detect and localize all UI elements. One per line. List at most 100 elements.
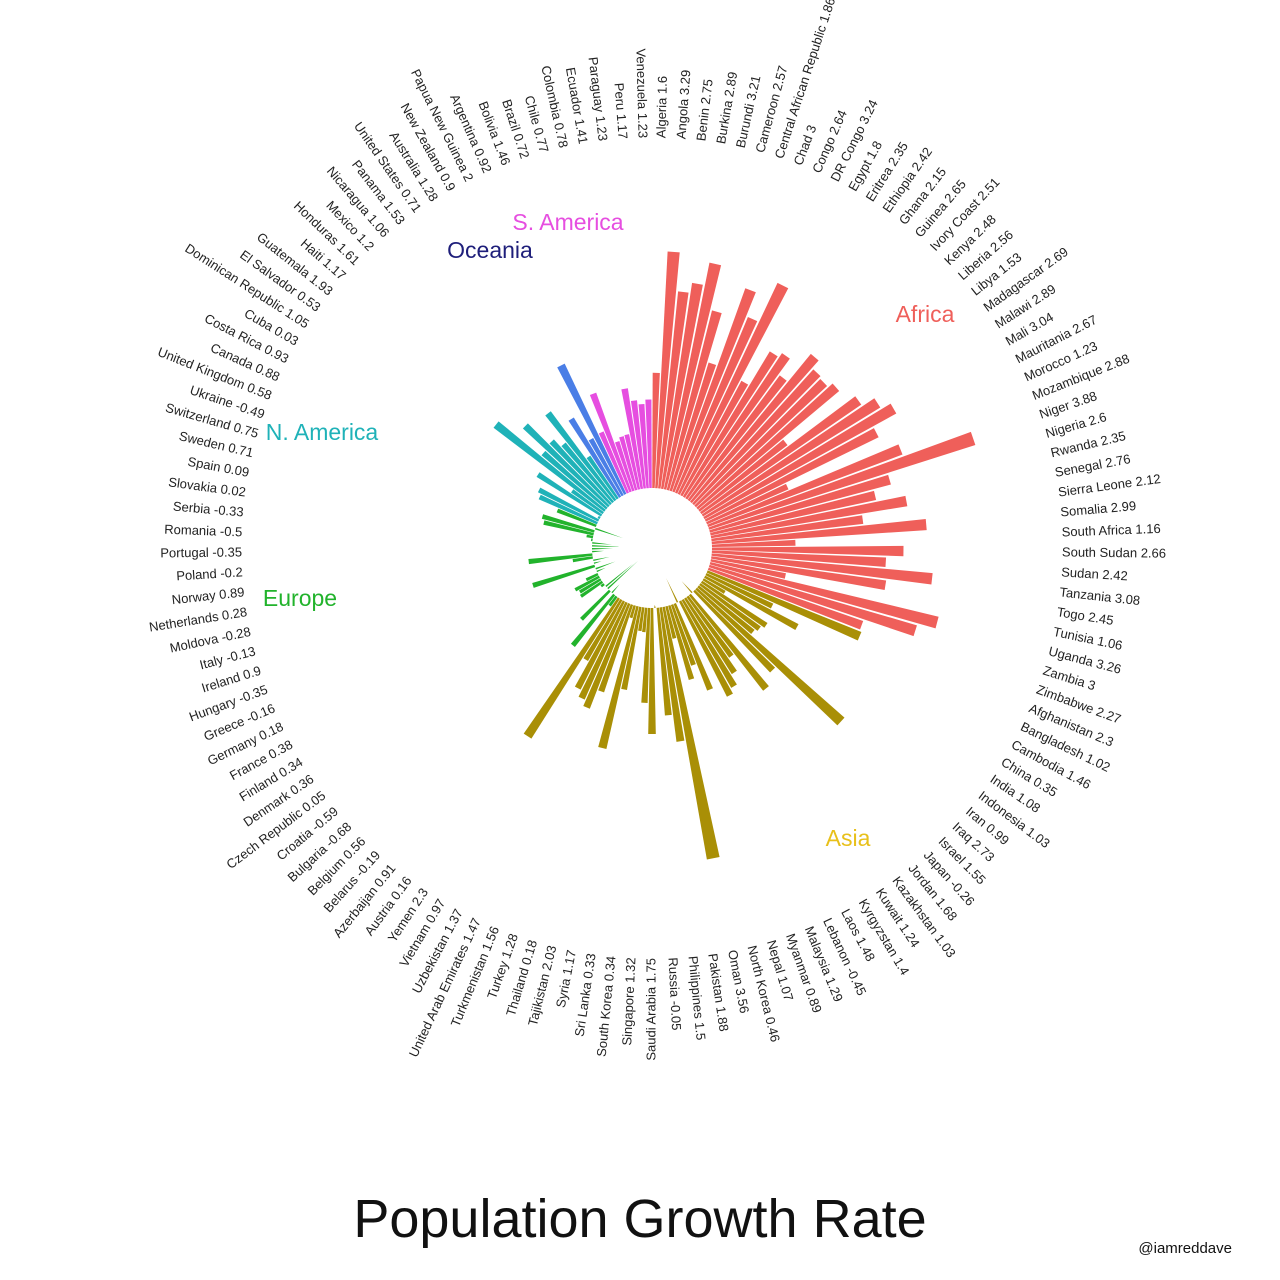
bar-venezuela-1-23 [645, 399, 652, 489]
bar-poland-0-2 [592, 550, 605, 553]
bar-ukraine-0-49 [594, 527, 624, 539]
bar-spain-0-09 [586, 534, 594, 539]
bar-el-salvador-0-53 [571, 489, 604, 515]
bar-south-sudan-2-66 [711, 545, 904, 557]
bar-south-korea-0-34 [642, 607, 648, 633]
bar-brazil-0-72 [615, 441, 635, 492]
group-label-europe: Europe [263, 585, 337, 611]
bar-serbia-0-33 [592, 542, 612, 545]
bar-united-states-0-71 [586, 455, 619, 500]
bar-czech-republic-0-05 [600, 583, 605, 588]
bar-croatia-0-59 [605, 563, 634, 587]
group-label-asia: Asia [826, 825, 871, 851]
label-venezuela-1-23: Venezuela 1.23 [633, 48, 650, 138]
bar-central-african-republic-1-86 [669, 362, 717, 492]
bar-argentina-0-92 [598, 431, 629, 494]
bar-dr-congo-3-24 [677, 282, 789, 495]
bar-egypt-1-8 [680, 380, 749, 497]
bar-kuwait-1-24 [684, 597, 737, 675]
label-south-sudan-2-66: South Sudan 2.66 [1062, 544, 1166, 560]
bar-zambia-3 [708, 564, 917, 637]
bar-libya-1-53 [698, 439, 788, 512]
label-singapore-1-32: Singapore 1.32 [619, 957, 638, 1046]
bar-haiti-1-17 [541, 450, 608, 510]
bar-north-korea-0-46 [665, 605, 677, 639]
bar-togo-2-45 [711, 556, 887, 591]
bar-united-kingdom-0-58 [556, 508, 597, 528]
bar-china-0-35 [702, 578, 726, 594]
group-label-oceania: Oceania [447, 237, 533, 263]
bar-philippines-1-5 [656, 607, 672, 716]
bar-belgium-0-56 [580, 589, 611, 621]
bar-myanmar-0-89 [670, 604, 696, 666]
bar-senegal-2-76 [710, 495, 908, 539]
bar-denmark-0-36 [579, 580, 604, 598]
bar-uganda-3-26 [709, 561, 939, 629]
label-sudan-2-42: Sudan 2.42 [1061, 564, 1128, 583]
bar-australia-1-28 [568, 417, 622, 498]
bar-france-0-38 [574, 575, 600, 592]
bar-bolivia-1-46 [589, 392, 632, 493]
bar-hungary-0-35 [595, 561, 616, 570]
bar-uzbekistan-1-37 [574, 600, 626, 690]
bar-iran-0-99 [697, 585, 755, 635]
bar-algeria-1-6 [652, 372, 660, 489]
bar-eritrea-2-35 [682, 351, 778, 498]
bar-malawi-2-89 [701, 398, 881, 517]
bar-belarus-0-19 [611, 584, 620, 594]
bar-japan-0-26 [681, 581, 693, 594]
bar-chile-0-77 [619, 436, 638, 491]
bar-sierra-leone-2-12 [711, 515, 864, 542]
bar-papua-new-guinea-2 [557, 363, 627, 495]
bar-syria-1-17 [621, 606, 642, 691]
bar-kazakhstan-1-03 [686, 595, 734, 658]
label-south-korea-0-34: South Korea 0.34 [594, 955, 619, 1057]
bar-madagascar-2-69 [700, 396, 862, 515]
bar-somalia-2-99 [711, 518, 927, 545]
label-togo-2-45: Togo 2.45 [1056, 604, 1115, 628]
bar-india-1-08 [700, 580, 768, 628]
bar-lebanon-0-45 [666, 577, 679, 603]
bar-canada-0-88 [538, 494, 598, 525]
bar-singapore-1-32 [641, 607, 651, 703]
label-peru-1-17: Peru 1.17 [612, 82, 631, 139]
bar-russia-0-05 [654, 604, 656, 608]
bar-nepal-1-07 [668, 605, 695, 681]
bar-cameroon-2-57 [666, 310, 722, 491]
bar-ecuador-1-41 [621, 388, 644, 490]
bar-germany-0-18 [585, 573, 599, 582]
group-label-n-america: N. America [266, 419, 379, 445]
bar-tanzania-3-08 [711, 553, 933, 585]
bar-mexico-1-2 [549, 439, 612, 506]
bar-congo-2-64 [675, 317, 758, 494]
bar-malaysia-1-29 [673, 603, 713, 691]
bar-honduras-1-61 [522, 423, 610, 508]
bar-romania-0-5 [592, 545, 623, 547]
chart-bars [493, 251, 976, 860]
bar-guinea-2-65 [689, 353, 819, 504]
bar-sri-lanka-0-33 [638, 607, 645, 632]
bar-tajikistan-2-03 [598, 605, 639, 750]
label-saudi-arabia-1-75: Saudi Arabia 1.75 [643, 958, 658, 1061]
bar-laos-1-48 [678, 600, 733, 697]
bar-austria-0-16 [608, 595, 618, 607]
bar-afghanistan-2-3 [706, 570, 862, 641]
bar-sudan-2-42 [711, 550, 887, 568]
label-benin-2-75: Benin 2.75 [693, 78, 715, 142]
label-algeria-1-6: Algeria 1.6 [653, 76, 670, 139]
bar-chad-3 [672, 288, 756, 493]
bar-moldova-0-28 [593, 556, 610, 562]
label-tanzania-3-08: Tanzania 3.08 [1059, 584, 1141, 608]
bar-mauritania-2-67 [704, 428, 879, 522]
chart-title: Population Growth Rate [353, 1189, 927, 1249]
label-slovakia-0-02: Slovakia 0.02 [167, 474, 246, 499]
bar-israel-1-55 [693, 589, 776, 673]
label-south-africa-1-16: South Africa 1.16 [1061, 521, 1160, 540]
group-label-africa: Africa [896, 301, 955, 327]
bar-finland-0-34 [579, 578, 602, 594]
bar-angola-3-29 [655, 251, 680, 489]
label-angola-3-29: Angola 3.29 [673, 69, 693, 139]
bar-burkina-2-89 [660, 282, 703, 490]
bar-bulgaria-0-68 [607, 560, 638, 590]
